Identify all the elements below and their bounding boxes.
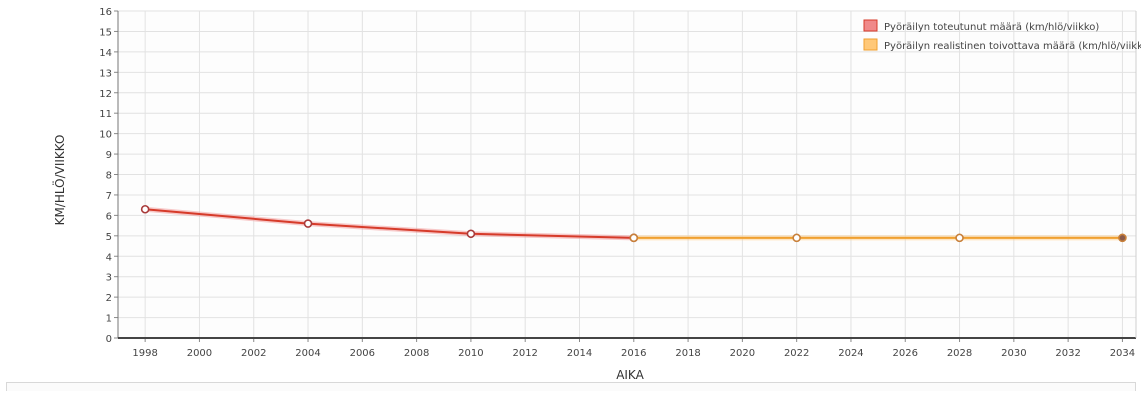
x-tick-label: 2026 [893,348,918,359]
x-tick-label: 2002 [241,348,266,359]
data-point [955,233,964,243]
x-tick-label: 2020 [730,348,755,359]
x-tick-label: 2022 [784,348,809,359]
x-tick-label: 2016 [621,348,646,359]
data-point [140,204,150,214]
data-point [629,233,639,243]
y-tick-label: 16 [99,7,112,18]
x-axis-label: AIKA [616,368,644,382]
legend-label: Pyöräilyn realistinen toivottava määrä (… [884,41,1141,52]
legend-label: Pyöräilyn toteutunut määrä (km/hlö/viikk… [884,22,1099,33]
y-tick-label: 7 [106,191,112,202]
y-axis-label: KM/HLÖ/VIIKKO [51,135,67,226]
y-tick-label: 4 [106,252,112,263]
x-tick-label: 2010 [458,348,483,359]
y-tick-label: 14 [99,48,112,59]
x-tick-label: 2032 [1055,348,1080,359]
y-tick-label: 13 [99,68,112,79]
y-tick-label: 0 [106,334,112,345]
x-tick-label: 2028 [947,348,972,359]
series-line-1 [145,208,634,239]
x-tick-label: 2034 [1110,348,1135,359]
x-tick-label: 2006 [350,348,375,359]
y-tick-label: 9 [106,150,112,161]
x-tick-label: 2014 [567,348,592,359]
y-tick-label: 15 [99,27,112,38]
y-tick-label: 11 [99,109,112,120]
x-tick-label: 2008 [404,348,429,359]
x-tick-label: 2012 [512,348,537,359]
data-point [466,229,476,239]
x-tick-label: 2004 [295,348,320,359]
legend-swatch [863,19,878,32]
x-tick-label: 1998 [132,348,157,359]
legend-swatch [863,38,878,51]
y-tick-label: 8 [106,171,112,182]
y-tick-label: 3 [106,273,112,284]
x-tick-label: 2018 [675,348,700,359]
data-point [792,233,801,243]
data-point [1118,233,1127,243]
y-tick-label: 2 [106,293,112,304]
y-tick-label: 1 [106,314,112,325]
x-tick-label: 2000 [187,348,212,359]
y-tick-label: 12 [99,89,112,100]
y-tick-label: 6 [106,211,112,222]
x-tick-label: 2024 [838,348,863,359]
y-tick-label: 10 [99,130,112,141]
y-tick-label: 5 [106,232,112,243]
data-point [303,219,313,228]
bottom-panel [6,382,1136,391]
x-tick-label: 2030 [1001,348,1026,359]
